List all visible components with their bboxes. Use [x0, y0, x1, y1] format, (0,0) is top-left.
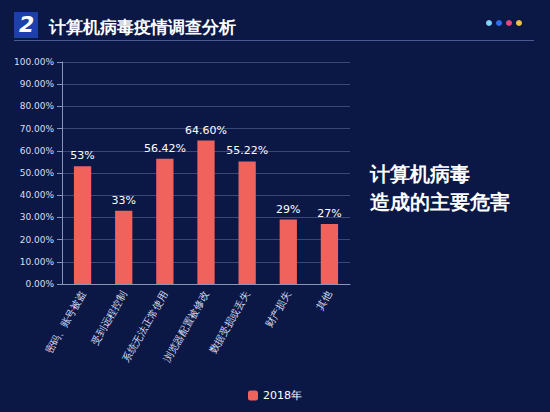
svg-text:2018年: 2018年 [263, 389, 302, 402]
svg-text:20.00%: 20.00% [20, 235, 55, 245]
svg-text:30.00%: 30.00% [20, 212, 55, 222]
svg-text:计算机病毒疫情调查分析: 计算机病毒疫情调查分析 [48, 17, 236, 37]
svg-text:系统无法正常使用: 系统无法正常使用 [120, 289, 170, 364]
svg-text:64.60%: 64.60% [185, 124, 227, 137]
svg-text:70.00%: 70.00% [20, 124, 55, 134]
svg-text:10.00%: 10.00% [20, 257, 55, 267]
svg-text:2: 2 [19, 12, 34, 37]
svg-text:27%: 27% [317, 207, 341, 220]
svg-text:80.00%: 80.00% [20, 101, 55, 111]
svg-text:计算机病毒: 计算机病毒 [369, 162, 470, 186]
svg-text:100.00%: 100.00% [14, 57, 54, 67]
svg-text:密码、账号被盗: 密码、账号被盗 [43, 289, 88, 355]
svg-text:50.00%: 50.00% [20, 168, 55, 178]
svg-text:56.42%: 56.42% [144, 142, 186, 155]
svg-text:29%: 29% [276, 203, 300, 216]
svg-text:财产损失: 财产损失 [264, 289, 294, 329]
svg-text:受到远程控制: 受到远程控制 [89, 289, 129, 346]
svg-text:90.00%: 90.00% [20, 79, 55, 89]
svg-text:60.00%: 60.00% [20, 146, 55, 156]
svg-text:数据受损或丢失: 数据受损或丢失 [207, 289, 252, 355]
svg-text:其他: 其他 [315, 289, 335, 312]
svg-text:55.22%: 55.22% [226, 144, 268, 157]
svg-text:0.00%: 0.00% [25, 279, 54, 289]
svg-text:53%: 53% [70, 149, 94, 162]
svg-text:40.00%: 40.00% [20, 190, 55, 200]
svg-text:浏览器配置被修改: 浏览器配置被修改 [161, 289, 211, 364]
svg-text:造成的主要危害: 造成的主要危害 [370, 190, 510, 214]
svg-text:33%: 33% [111, 194, 135, 207]
